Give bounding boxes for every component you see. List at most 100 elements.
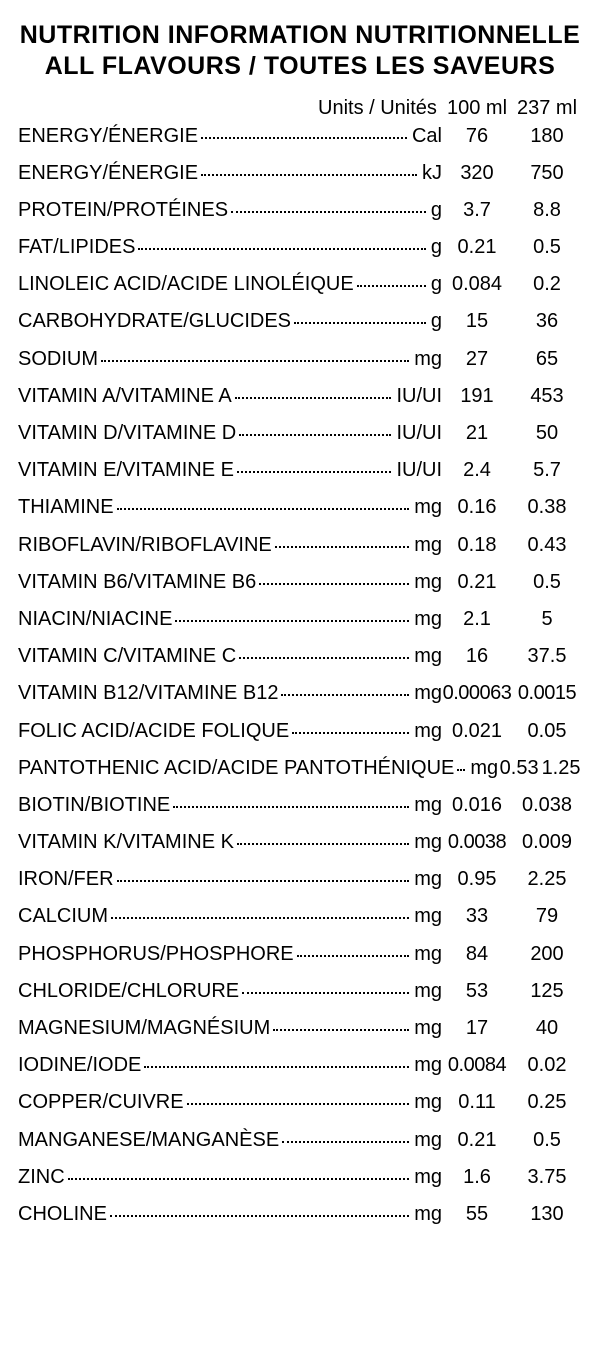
leader-dots: [357, 285, 426, 287]
value-237ml: 0.038: [512, 795, 582, 815]
value-237ml: 0.25: [512, 1092, 582, 1112]
nutrient-label: CHOLINE: [18, 1204, 107, 1224]
value-100ml: 320: [442, 163, 512, 183]
title-line-1: NUTRITION INFORMATION NUTRITIONNELLE: [18, 20, 582, 51]
leader-dots: [292, 732, 409, 734]
value-237ml: 0.43: [512, 535, 582, 555]
nutrition-row: PROTEIN/PROTÉINESg3.78.8: [18, 200, 582, 220]
nutrient-label: RIBOFLAVIN/RIBOFLAVINE: [18, 535, 272, 555]
value-100ml: 0.53: [498, 758, 540, 778]
value-237ml: 36: [512, 311, 582, 331]
nutrition-row: CARBOHYDRATE/GLUCIDESg1536: [18, 311, 582, 331]
value-237ml: 0.5: [512, 237, 582, 257]
title-line-2: ALL FLAVOURS / TOUTES LES SAVEURS: [18, 51, 582, 82]
leader-dots: [111, 917, 409, 919]
leader-dots: [175, 620, 409, 622]
value-100ml: 21: [442, 423, 512, 443]
nutrient-label: PANTOTHENIC ACID/ACIDE PANTOTHÉNIQUE: [18, 758, 454, 778]
value-237ml: 453: [512, 386, 582, 406]
leader-dots: [282, 1141, 409, 1143]
nutrition-row: BIOTIN/BIOTINEmg0.0160.038: [18, 795, 582, 815]
nutrient-unit: g: [429, 237, 442, 257]
nutrition-row: VITAMIN C/VITAMINE Cmg1637.5: [18, 646, 582, 666]
leader-dots: [237, 471, 391, 473]
value-100ml: 84: [442, 944, 512, 964]
value-237ml: 0.38: [512, 497, 582, 517]
value-100ml: 76: [442, 126, 512, 146]
nutrition-row: COPPER/CUIVREmg0.110.25: [18, 1092, 582, 1112]
nutrient-unit: mg: [412, 1167, 442, 1187]
value-100ml: 17: [442, 1018, 512, 1038]
nutrient-label: VITAMIN B6/VITAMINE B6: [18, 572, 256, 592]
nutrient-unit: mg: [412, 1130, 442, 1150]
value-237ml: 0.02: [512, 1055, 582, 1075]
nutrition-row: VITAMIN K/VITAMINE Kmg0.00380.009: [18, 832, 582, 852]
value-100ml: 0.21: [442, 237, 512, 257]
nutrient-unit: mg: [412, 1092, 442, 1112]
leader-dots: [237, 843, 409, 845]
nutrition-row: SODIUMmg2765: [18, 349, 582, 369]
leader-dots: [173, 806, 409, 808]
nutrient-unit: mg: [412, 572, 442, 592]
value-237ml: 130: [512, 1204, 582, 1224]
leader-dots: [273, 1029, 409, 1031]
nutrient-label: BIOTIN/BIOTINE: [18, 795, 170, 815]
nutrient-unit: mg: [412, 609, 442, 629]
nutrition-row: VITAMIN B12/VITAMINE B12mg0.000630.0015: [18, 683, 582, 703]
value-237ml: 5.7: [512, 460, 582, 480]
nutrient-unit: mg: [468, 758, 498, 778]
nutrient-unit: g: [429, 274, 442, 294]
value-237ml: 200: [512, 944, 582, 964]
leader-dots: [201, 174, 417, 176]
nutrient-label: IRON/FER: [18, 869, 114, 889]
nutrient-unit: IU/UI: [394, 423, 442, 443]
value-237ml: 0.5: [512, 572, 582, 592]
nutrient-unit: mg: [412, 497, 442, 517]
nutrient-unit: IU/UI: [394, 386, 442, 406]
nutrient-label: FOLIC ACID/ACIDE FOLIQUE: [18, 721, 289, 741]
value-100ml: 33: [442, 906, 512, 926]
nutrient-label: VITAMIN B12/VITAMINE B12: [18, 683, 278, 703]
nutrition-row: PANTOTHENIC ACID/ACIDE PANTOTHÉNIQUE mg0.…: [18, 758, 582, 778]
leader-dots: [117, 880, 410, 882]
value-237ml: 37.5: [512, 646, 582, 666]
leader-dots: [101, 360, 409, 362]
leader-dots: [235, 397, 392, 399]
nutrient-label: IODINE/IODE: [18, 1055, 141, 1075]
nutrient-label: PHOSPHORUS/PHOSPHORE: [18, 944, 294, 964]
nutrition-row: RIBOFLAVIN/RIBOFLAVINEmg0.180.43: [18, 535, 582, 555]
nutrition-row: CHOLINE mg55130: [18, 1204, 582, 1224]
value-100ml: 191: [442, 386, 512, 406]
nutrient-label: VITAMIN E/VITAMINE E: [18, 460, 234, 480]
leader-dots: [281, 694, 409, 696]
value-237ml: 65: [512, 349, 582, 369]
nutrient-label: MANGANESE/MANGANÈSE: [18, 1130, 279, 1150]
nutrition-row: VITAMIN A/VITAMINE A IU/UI191453: [18, 386, 582, 406]
leader-dots: [242, 992, 409, 994]
nutrition-row: CHLORIDE/CHLORUREmg53125: [18, 981, 582, 1001]
value-237ml: 40: [512, 1018, 582, 1038]
leader-dots: [239, 434, 391, 436]
leader-dots: [275, 546, 409, 548]
nutrient-unit: mg: [412, 944, 442, 964]
leader-dots: [457, 769, 465, 771]
nutrient-label: VITAMIN A/VITAMINE A: [18, 386, 232, 406]
nutrient-unit: mg: [412, 1204, 442, 1224]
leader-dots: [239, 657, 409, 659]
leader-dots: [187, 1103, 410, 1105]
value-100ml: 3.7: [442, 200, 512, 220]
value-100ml: 0.18: [442, 535, 512, 555]
nutrient-label: FAT/LIPIDES: [18, 237, 135, 257]
nutrient-label: NIACIN/NIACINE: [18, 609, 172, 629]
value-237ml: 3.75: [512, 1167, 582, 1187]
value-100ml: 0.21: [442, 572, 512, 592]
nutrient-unit: g: [429, 311, 442, 331]
nutrient-unit: mg: [412, 906, 442, 926]
value-100ml: 16: [442, 646, 512, 666]
value-100ml: 0.016: [442, 795, 512, 815]
nutrient-unit: mg: [412, 981, 442, 1001]
leader-dots: [201, 137, 407, 139]
value-100ml: 55: [442, 1204, 512, 1224]
value-237ml: 750: [512, 163, 582, 183]
nutrition-rows: ENERGY/ÉNERGIECal76180ENERGY/ÉNERGIEkJ32…: [18, 126, 582, 1224]
